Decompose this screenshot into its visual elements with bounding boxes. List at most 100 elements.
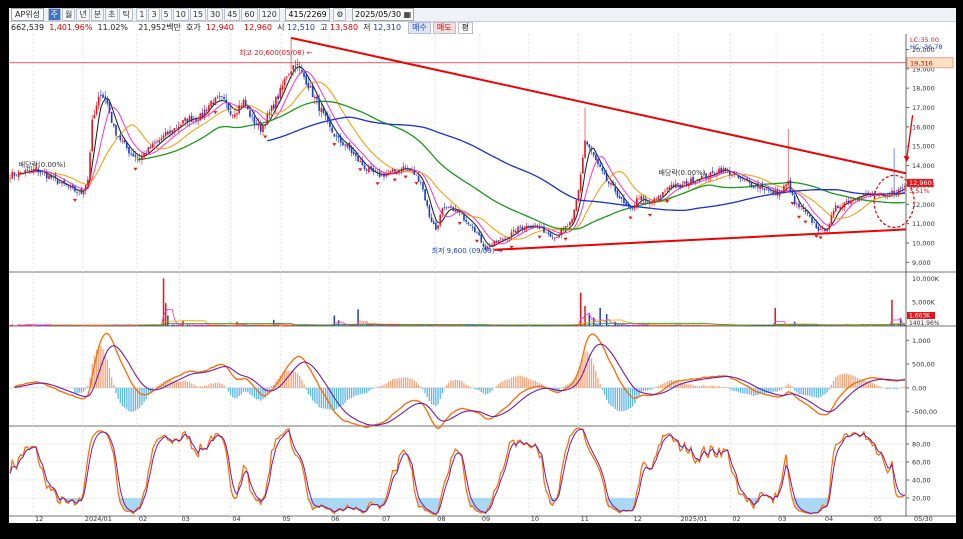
candle-body [811, 217, 813, 223]
candle-body [744, 179, 746, 181]
candle-body [506, 238, 509, 240]
candle-body [238, 105, 241, 114]
candle-body [294, 66, 297, 68]
candle-body [121, 141, 124, 142]
macd-histogram-bar [867, 381, 869, 388]
volume-bar [253, 324, 256, 326]
macd-histogram-bar [331, 387, 333, 411]
volume-bar [871, 325, 874, 326]
macd-histogram-bar [452, 380, 454, 388]
macd-histogram-bar [409, 378, 411, 388]
macd-histogram-bar [679, 382, 681, 388]
candle-body [893, 190, 895, 195]
date-value: 2025/05/30 [355, 10, 402, 19]
volume-bar [359, 325, 361, 326]
macd-histogram-bar [597, 378, 599, 388]
macd-histogram-bar [495, 386, 498, 388]
period-button-0[interactable]: 주 [47, 8, 61, 21]
settings-icon[interactable]: ⚙ [333, 8, 347, 21]
period-button-1[interactable]: 월 [61, 8, 76, 21]
stock-chart[interactable]: 9,00010,00011,00012,00013,00014,00015,00… [9, 8, 956, 523]
candle-body [683, 182, 686, 184]
price-tick-label-9: 18,000 [912, 85, 935, 93]
interval-button-2[interactable]: 5 [160, 8, 172, 21]
stock-name-field[interactable]: AP위성 [11, 8, 45, 21]
macd-histogram-bar [798, 387, 800, 395]
candle-body [532, 226, 534, 228]
interval-button-3[interactable]: 10 [172, 8, 189, 21]
macd-histogram-bar [809, 387, 811, 396]
price-tick-label-8: 17,000 [912, 104, 935, 112]
signal-mark-19 [797, 215, 802, 219]
candle-body [87, 179, 89, 186]
stoch-tick-label-1: 60,00 [912, 459, 931, 467]
macd-histogram-bar [765, 387, 768, 394]
candle-body [63, 180, 65, 184]
period-button-4[interactable]: 초 [105, 8, 119, 21]
high-value: 13,580 [330, 23, 359, 32]
candle-body [84, 184, 87, 191]
macd-histogram-bar [139, 387, 141, 408]
candle-body [854, 199, 857, 200]
candle-body [873, 193, 876, 196]
interval-button-6[interactable]: 45 [224, 8, 241, 21]
calendar-icon[interactable]: ▦ [403, 10, 412, 19]
candle-body [616, 190, 619, 197]
candle-body [435, 223, 437, 230]
macd-histogram-bar [214, 382, 217, 388]
period-button-2[interactable]: 년 [76, 8, 90, 21]
macd-histogram-bar [815, 387, 817, 398]
macd-histogram-bar [184, 380, 186, 388]
candle-body [432, 221, 435, 225]
candle-body [895, 193, 898, 195]
candle-body [208, 105, 210, 113]
volume-bar [798, 324, 800, 326]
macd-histogram-bar [571, 381, 573, 388]
macd-histogram-bar [839, 374, 841, 388]
candle-body [251, 115, 253, 117]
candle-body [813, 222, 815, 223]
date-field[interactable]: 2025/05/30 ▦ [352, 8, 415, 21]
signal-mark-21 [814, 234, 819, 238]
flat-button[interactable]: 평 [457, 22, 473, 34]
sell-button[interactable]: 매도 [432, 22, 456, 34]
buy-button[interactable]: 매수 [408, 22, 431, 34]
candle-body [610, 183, 612, 185]
bar-count-field[interactable]: 415/2269 [285, 8, 330, 21]
candle-body [536, 226, 539, 228]
candle-body [733, 174, 735, 175]
macd-histogram-bar [372, 387, 374, 389]
candle-body [886, 195, 889, 196]
candle-body [443, 206, 446, 208]
volume-bar [543, 325, 545, 326]
candle-body [9, 178, 11, 180]
price-tick-label-3: 12,000 [912, 201, 935, 209]
macd-histogram-bar [478, 387, 480, 391]
macd-histogram-bar [523, 377, 526, 388]
macd-histogram-bar [735, 387, 737, 392]
interval-button-5[interactable]: 30 [207, 8, 224, 21]
macd-histogram-bar [519, 375, 521, 388]
volume-bar [541, 325, 543, 326]
interval-button-4[interactable]: 15 [189, 8, 207, 21]
macd-histogram-bar [871, 383, 874, 388]
candle-body [871, 193, 874, 195]
macd-histogram-bar [357, 387, 359, 396]
macd-histogram-bar [884, 387, 887, 389]
macd-histogram-bar [513, 376, 515, 388]
candle-body [335, 135, 338, 137]
interval-button-7[interactable]: 60 [241, 8, 258, 21]
macd-histogram-bar [623, 387, 625, 411]
interval-button-1[interactable]: 3 [148, 8, 160, 21]
macd-histogram-bar [162, 382, 165, 388]
interval-button-0[interactable]: 1 [136, 8, 148, 21]
interval-button-8[interactable]: 120 [258, 8, 280, 21]
macd-histogram-bar [886, 387, 889, 390]
period-button-3[interactable]: 분 [90, 8, 105, 21]
period-button-5[interactable]: 틱 [119, 8, 133, 21]
macd-histogram-bar [832, 380, 835, 388]
candle-body [696, 179, 699, 181]
volume-bar [413, 324, 416, 326]
volume-bar [644, 324, 647, 326]
macd-histogram-bar [335, 387, 338, 409]
